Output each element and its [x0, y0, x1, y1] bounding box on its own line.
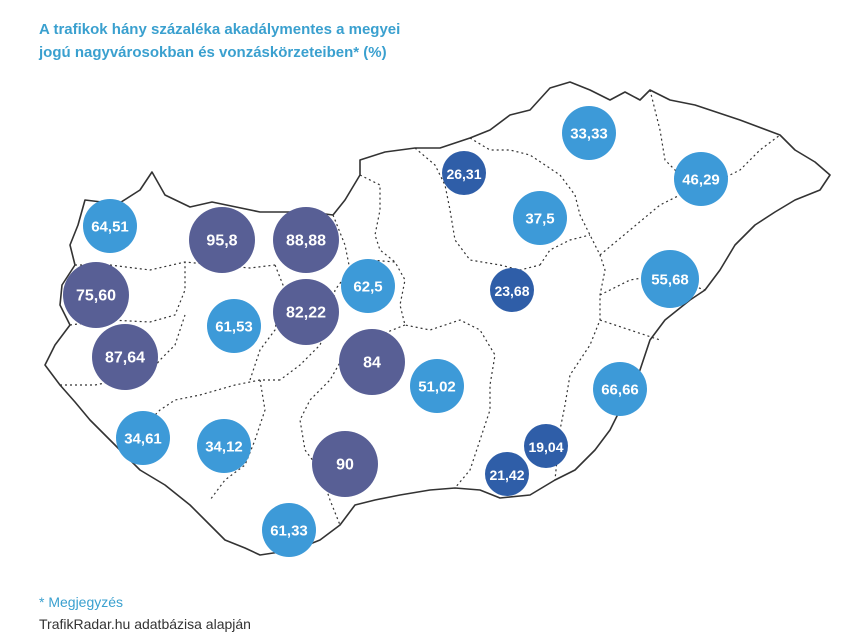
footnote: * Megjegyzés — [39, 594, 124, 610]
city-bubble: 95,8 — [189, 207, 255, 273]
city-bubble-circle — [312, 431, 378, 497]
city-value-label: 62,5 — [353, 279, 382, 296]
map-title: A trafikok hány százaléka akadálymentes … — [39, 18, 459, 64]
city-bubble: 61,53 — [207, 299, 261, 353]
map-title-line-2: jogú nagyvárosokban és vonzáskörzeteiben… — [39, 44, 387, 61]
city-bubble: 66,66 — [593, 362, 647, 416]
city-value-label: 23,68 — [494, 283, 529, 299]
city-value-label: 21,42 — [489, 467, 524, 483]
source-note: TrafikRadar.hu adatbázisa alapján — [39, 616, 251, 632]
city-value-label: 33,33 — [570, 126, 608, 143]
city-value-label: 19,04 — [528, 439, 563, 455]
city-value-label: 37,5 — [525, 211, 554, 228]
city-bubble: 64,51 — [83, 199, 137, 253]
city-bubble: 51,02 — [410, 359, 464, 413]
city-bubble-circle — [262, 503, 316, 557]
city-bubble-circle — [92, 324, 158, 390]
city-value-label: 61,53 — [215, 319, 253, 336]
city-bubble-circle — [674, 152, 728, 206]
city-value-label: 61,33 — [270, 523, 308, 540]
city-bubble-circle — [524, 424, 568, 468]
city-bubble: 46,29 — [674, 152, 728, 206]
city-bubble-circle — [339, 329, 405, 395]
county-borders — [60, 89, 781, 526]
city-value-label: 75,60 — [76, 288, 116, 305]
city-value-label: 46,29 — [682, 172, 720, 189]
city-bubble-circle — [562, 106, 616, 160]
country-outline — [44, 81, 831, 556]
city-bubble-circle — [273, 279, 339, 345]
city-value-label: 82,22 — [286, 305, 326, 322]
city-value-label: 87,64 — [105, 350, 145, 367]
city-bubble: 90 — [312, 431, 378, 497]
city-bubble-circle — [189, 207, 255, 273]
city-bubble: 34,61 — [116, 411, 170, 465]
city-bubble: 23,68 — [490, 268, 534, 312]
city-bubble-circle — [442, 151, 486, 195]
city-value-label: 51,02 — [418, 379, 456, 396]
city-bubble-circle — [513, 191, 567, 245]
city-value-label: 90 — [336, 457, 354, 474]
city-value-label: 66,66 — [601, 382, 639, 399]
city-value-label: 88,88 — [286, 233, 326, 250]
city-bubble: 37,5 — [513, 191, 567, 245]
city-bubble-circle — [197, 419, 251, 473]
city-bubble: 55,68 — [641, 250, 699, 308]
city-bubble-circle — [63, 262, 129, 328]
city-bubble: 87,64 — [92, 324, 158, 390]
city-bubble-circle — [490, 268, 534, 312]
city-bubble-circle — [207, 299, 261, 353]
city-value-label: 55,68 — [651, 272, 689, 289]
city-bubble-circle — [341, 259, 395, 313]
city-bubble: 88,88 — [273, 207, 339, 273]
city-bubble-circle — [273, 207, 339, 273]
city-value-label: 34,12 — [205, 439, 243, 456]
city-bubble-circle — [410, 359, 464, 413]
city-value-label: 34,61 — [124, 431, 162, 448]
city-bubble-circle — [485, 452, 529, 496]
city-bubble: 33,33 — [562, 106, 616, 160]
city-bubble: 19,04 — [524, 424, 568, 468]
city-bubble: 26,31 — [442, 151, 486, 195]
bubble-layer: 33,33 26,31 46,29 37,5 64,51 95,8 88,88 55,68 62… — [63, 106, 728, 557]
city-bubble-circle — [641, 250, 699, 308]
city-bubble: 21,42 — [485, 452, 529, 496]
city-bubble-circle — [593, 362, 647, 416]
city-bubble: 75,60 — [63, 262, 129, 328]
city-bubble: 84 — [339, 329, 405, 395]
city-value-label: 64,51 — [91, 219, 129, 236]
city-bubble: 61,33 — [262, 503, 316, 557]
city-value-label: 26,31 — [446, 166, 481, 182]
map-title-line-1: A trafikok hány százaléka akadálymentes … — [39, 21, 401, 38]
city-bubble: 34,12 — [197, 419, 251, 473]
city-bubble-circle — [116, 411, 170, 465]
city-bubble-circle — [83, 199, 137, 253]
city-bubble: 62,5 — [341, 259, 395, 313]
city-value-label: 95,8 — [206, 233, 237, 250]
city-bubble: 82,22 — [273, 279, 339, 345]
city-value-label: 84 — [363, 355, 381, 372]
